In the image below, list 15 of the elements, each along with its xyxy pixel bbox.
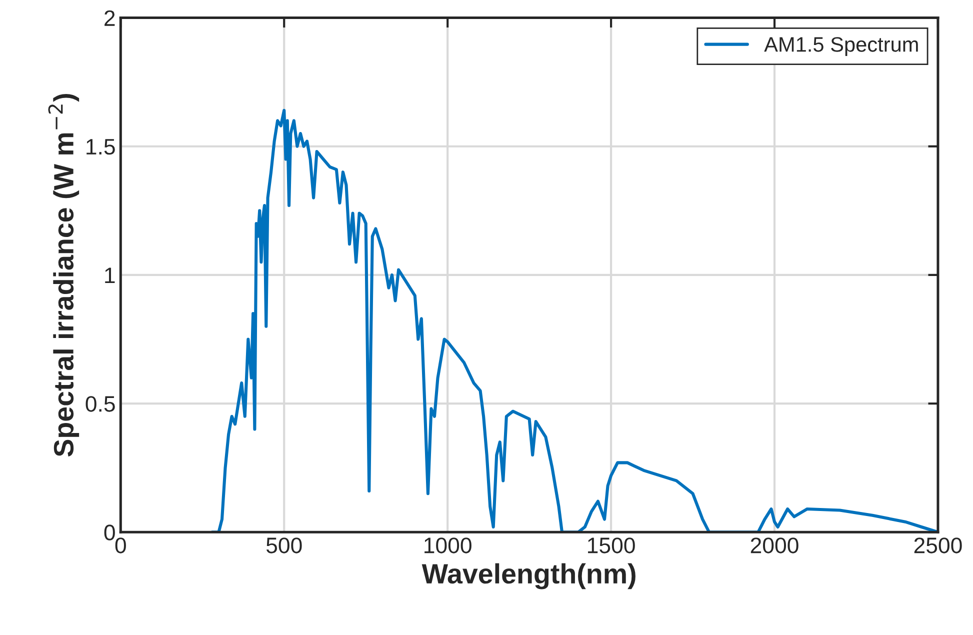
y-tick-label: 1 [105, 268, 115, 284]
y-axis-title: Spectral irradiance (W m$^{−2}$) [48, 94, 80, 457]
legend-label: AM1.5 Spectrum [764, 37, 918, 56]
y-tick-label: 0 [104, 524, 115, 540]
line-series [210, 108, 938, 532]
y-tick-label: 1.5 [86, 139, 115, 155]
x-tick-label: 2500 [914, 538, 962, 554]
x-tick-label: 1500 [588, 538, 635, 554]
x-axis-title: Wavelength(nm) [422, 563, 636, 590]
x-tick-label: 0 [115, 538, 126, 554]
x-tick-label: 500 [266, 538, 302, 554]
x-tick-label: 2000 [750, 538, 798, 554]
y-tick-label: 0.5 [86, 396, 115, 412]
y-tick-label: 2 [104, 10, 115, 26]
x-tick-label: 1000 [424, 538, 472, 554]
